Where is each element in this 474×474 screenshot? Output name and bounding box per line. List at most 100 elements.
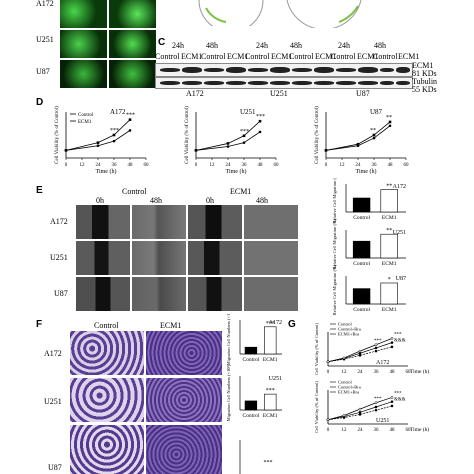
y-axis-label: Relative Cell Migration (%) <box>332 264 337 315</box>
data-point <box>242 134 246 138</box>
category-label: ECM1 <box>382 215 397 221</box>
series-line-0 <box>65 130 131 151</box>
x-tick-label: 12 <box>210 163 216 168</box>
y-axis-label: Relative Cell Migration (%) <box>332 178 337 223</box>
x-tick-label: 24 <box>226 163 232 168</box>
category-label: ECM1 <box>263 357 278 363</box>
data-point <box>374 349 378 353</box>
series-line-1 <box>195 120 261 151</box>
x-axis-label: Time (h) <box>356 168 377 175</box>
data-point <box>358 349 362 353</box>
data-point <box>342 416 346 419</box>
data-point <box>374 408 378 412</box>
wound-time-0h-1: 0h <box>96 196 104 205</box>
wound-row-a172: A172 <box>50 217 68 226</box>
fluorescence-panel <box>60 0 156 90</box>
series-line-1 <box>325 121 391 151</box>
data-point <box>390 404 394 408</box>
data-point <box>372 136 376 140</box>
x-tick-label: 24 <box>96 163 102 168</box>
data-point <box>96 141 100 144</box>
panel-label-c: C <box>158 37 166 48</box>
legend-label: Control <box>78 113 94 118</box>
blot-tubulin <box>155 77 413 89</box>
x-tick-label: 60 <box>144 163 150 168</box>
x-tick-label: 36 <box>372 163 378 168</box>
chart-title: U251 <box>376 418 389 424</box>
chart-title: A172 <box>110 108 126 116</box>
significance-mark: *** <box>266 321 275 327</box>
time-48h-3: 48h <box>374 41 386 50</box>
legend-label: Control+Bra <box>338 385 361 390</box>
data-point <box>226 142 230 145</box>
wound-row-u87: U87 <box>54 289 68 298</box>
data-point <box>358 407 362 411</box>
y-axis-label: Relative Cell Migration (%) <box>332 218 337 269</box>
blot-label-tubulin: Tubulin <box>412 77 438 86</box>
plasmid-map-control <box>198 0 264 26</box>
wound-row-u251: U251 <box>50 253 68 262</box>
x-tick-label: 60 <box>406 370 412 375</box>
data-point <box>358 413 362 416</box>
data-point <box>342 414 346 417</box>
transwell-row-u87: U87 <box>48 463 62 472</box>
x-axis-label: Time (h) <box>410 426 429 433</box>
fluorescence-image-u87-control <box>60 60 107 88</box>
y-axis-label: Cell Viability (% of Control) <box>55 106 60 164</box>
panel-label-g: G <box>288 319 296 330</box>
data-point <box>356 142 360 146</box>
category-label: Control <box>353 215 370 221</box>
x-tick-label: 0 <box>325 163 328 168</box>
lane-label: ECM1 <box>315 52 337 61</box>
lane-label: Control <box>201 52 226 61</box>
series-line-0 <box>195 131 261 151</box>
lane-label: Control <box>373 52 398 61</box>
fluorescence-image-u251-control <box>60 30 107 58</box>
data-point <box>374 401 378 405</box>
panel-label-d: D <box>36 97 44 108</box>
blot-bottom-u251: U251 <box>270 89 288 98</box>
data-point <box>326 360 330 364</box>
lane-label: ECM1 <box>271 52 293 61</box>
series-line-1 <box>327 346 393 363</box>
significance-mark: *** <box>110 128 119 134</box>
significance-mark: *** <box>126 113 135 119</box>
y-axis-label: Cell Viability (% of Control) <box>314 323 319 375</box>
panel-label-f: F <box>36 319 43 330</box>
bar-ecm1 <box>380 233 398 259</box>
chart-title: U251 <box>240 108 256 116</box>
x-tick-label: 24 <box>358 370 364 375</box>
significance-mark: *** <box>264 460 273 466</box>
series-line-0 <box>325 125 391 151</box>
data-point <box>390 396 394 399</box>
x-tick-label: 48 <box>390 370 396 375</box>
blot-group-labels: Control ECM1 Control ECM1 Control ECM1 C… <box>155 52 419 63</box>
x-axis-label: Time (h) <box>226 168 247 175</box>
data-point <box>374 346 378 350</box>
chart-title: U251 <box>269 376 282 382</box>
x-tick-label: 36 <box>112 163 118 168</box>
x-tick-label: 0 <box>195 163 198 168</box>
bar-control <box>244 400 258 411</box>
chart-title: A172 <box>376 360 389 366</box>
growth-curves-panel-d: 0 12 24 36 48 60 Time (h) Cell Viability (% of … <box>55 106 409 175</box>
data-point <box>388 120 392 124</box>
data-point <box>388 124 392 128</box>
lane-label: Control <box>245 52 270 61</box>
data-point <box>226 145 230 148</box>
x-tick-label: 12 <box>342 428 348 433</box>
significance-mark: *** <box>266 388 275 394</box>
category-label: Control <box>353 261 370 267</box>
significance-mark: *** <box>394 332 402 337</box>
data-point <box>374 405 378 409</box>
x-tick-label: 60 <box>274 163 280 168</box>
bar-control <box>352 197 371 213</box>
data-point <box>258 119 262 123</box>
category-label: ECM1 <box>382 307 397 313</box>
significance-mark: *** <box>240 129 249 135</box>
data-point <box>326 418 330 422</box>
data-point <box>342 356 346 360</box>
x-tick-label: 36 <box>374 428 380 433</box>
